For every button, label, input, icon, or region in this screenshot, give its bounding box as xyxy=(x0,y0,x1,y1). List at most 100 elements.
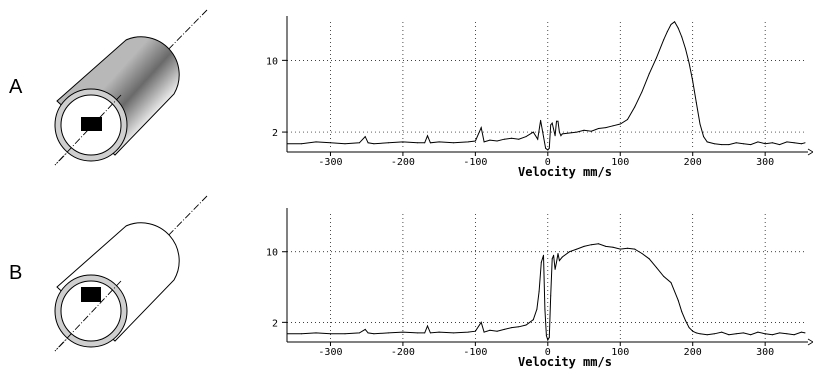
data-point xyxy=(536,308,538,310)
data-point xyxy=(750,334,752,336)
data-point xyxy=(590,244,592,246)
data-point xyxy=(545,335,547,337)
data-point xyxy=(728,334,730,336)
data-point xyxy=(518,138,520,140)
data-point xyxy=(576,248,578,250)
data-point xyxy=(525,324,527,326)
x-axis-label: Velocity mm/s xyxy=(518,165,612,179)
data-point xyxy=(364,328,366,330)
x-tick-label: -200 xyxy=(391,347,415,358)
data-point xyxy=(373,333,375,335)
data-point xyxy=(558,131,560,133)
series-line xyxy=(287,243,806,342)
data-point xyxy=(666,31,668,33)
data-point xyxy=(695,332,697,334)
data-point xyxy=(453,332,455,334)
data-point xyxy=(556,120,557,122)
data-point xyxy=(453,142,455,144)
data-point xyxy=(793,334,795,336)
data-point xyxy=(779,144,781,146)
x-tick-label: 0 xyxy=(545,157,551,168)
data-point xyxy=(344,333,346,335)
data-point xyxy=(416,142,418,144)
x-tick-label: -300 xyxy=(318,347,342,358)
data-point xyxy=(548,336,550,338)
data-point xyxy=(688,327,690,329)
data-point xyxy=(656,57,657,59)
data-point xyxy=(569,251,570,253)
data-point xyxy=(553,254,555,256)
data-point xyxy=(518,326,520,328)
data-point xyxy=(486,140,488,142)
data-point xyxy=(750,144,752,146)
data-point xyxy=(699,123,701,125)
data-point xyxy=(511,327,513,329)
data-point xyxy=(670,24,672,25)
data-point xyxy=(706,334,708,336)
data-point xyxy=(503,328,505,330)
data-point xyxy=(695,102,697,103)
x-tick-label: -100 xyxy=(463,157,487,168)
data-point xyxy=(557,120,559,122)
data-point xyxy=(605,245,607,247)
data-point xyxy=(692,330,694,332)
data-point xyxy=(373,143,375,145)
data-point xyxy=(764,143,766,145)
data-point xyxy=(735,142,737,144)
data-point xyxy=(742,143,744,145)
data-point xyxy=(800,331,802,333)
data-point xyxy=(804,142,806,144)
data-point xyxy=(532,131,534,133)
data-point xyxy=(598,243,599,245)
data-point xyxy=(429,142,431,144)
velocity-chart-a: 2 10 -300 -200 -100 0 100 200 300 Velocity mm/s xyxy=(266,16,813,179)
pipe-lumen xyxy=(60,280,122,342)
data-point xyxy=(551,258,553,260)
data-point xyxy=(757,331,759,333)
data-point xyxy=(804,332,806,334)
data-point xyxy=(558,260,560,262)
data-point xyxy=(663,275,665,277)
data-point xyxy=(480,127,482,129)
sample-volume-marker xyxy=(81,287,101,302)
data-point xyxy=(548,147,550,149)
data-point xyxy=(424,332,426,334)
data-point xyxy=(550,295,552,297)
data-point xyxy=(496,330,498,332)
data-point xyxy=(800,143,802,145)
data-point xyxy=(301,333,302,335)
data-point xyxy=(467,141,469,143)
data-point xyxy=(367,332,369,334)
x-tick-label: -200 xyxy=(391,157,415,168)
data-point xyxy=(486,330,488,332)
data-point xyxy=(735,333,737,335)
data-point xyxy=(703,136,705,138)
data-point xyxy=(402,141,404,143)
data-point xyxy=(438,331,440,333)
data-point xyxy=(544,308,546,310)
data-point xyxy=(496,140,498,142)
data-point xyxy=(543,254,544,256)
x-axis-arrow xyxy=(807,148,813,156)
data-point xyxy=(301,143,302,145)
x-axis-arrow xyxy=(807,338,813,346)
data-point xyxy=(641,253,643,254)
data-point xyxy=(315,141,317,143)
data-point xyxy=(427,135,428,137)
data-point xyxy=(681,36,683,38)
data-point xyxy=(438,141,440,143)
x-tick-label: 100 xyxy=(611,157,629,168)
data-point xyxy=(545,147,547,149)
data-point xyxy=(427,325,428,327)
data-point xyxy=(554,135,556,137)
data-point xyxy=(538,290,540,292)
data-point xyxy=(330,333,331,335)
data-point xyxy=(681,311,683,313)
data-point xyxy=(576,131,578,133)
data-point xyxy=(779,332,781,334)
data-point xyxy=(721,331,723,333)
data-point xyxy=(429,332,431,334)
data-point xyxy=(692,80,694,82)
data-point xyxy=(634,248,636,250)
data-point xyxy=(525,136,527,138)
